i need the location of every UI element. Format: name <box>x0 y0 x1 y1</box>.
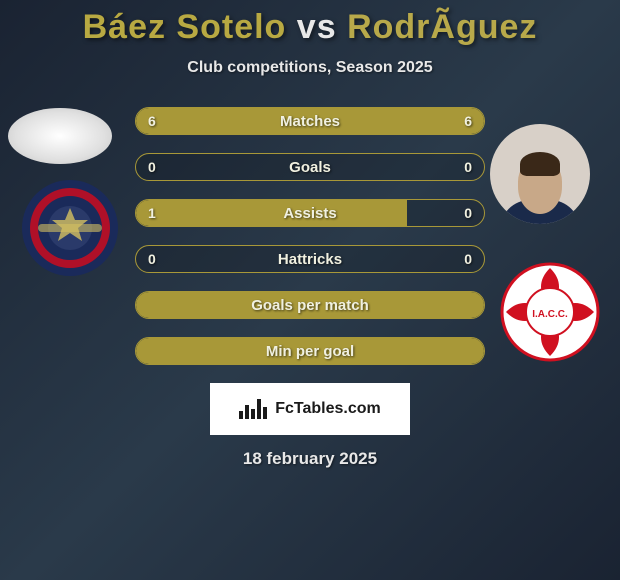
stat-row: 10Assists <box>135 199 485 227</box>
player1-name: Báez Sotelo <box>83 8 287 46</box>
stat-row: 66Matches <box>135 107 485 135</box>
vs-separator: vs <box>297 8 337 46</box>
stat-row: Goals per match <box>135 291 485 319</box>
stat-row: 00Hattricks <box>135 245 485 273</box>
stats-table: 66Matches 00Goals 10Assists 00Hattricks Goal… <box>135 107 485 365</box>
player1-club-badge <box>20 178 120 278</box>
fctables-text: FcTables.com <box>275 400 381 418</box>
stat-label: Hattricks <box>136 246 484 272</box>
stat-label: Goals per match <box>136 292 484 318</box>
comparison-title: Báez Sotelo vs RodrÃ­guez <box>0 0 620 47</box>
club-right-initials: I.A.C.C. <box>532 309 568 320</box>
stat-label: Goals <box>136 154 484 180</box>
fctables-logo-icon <box>239 399 267 419</box>
player2-name: RodrÃ­guez <box>347 8 537 46</box>
comparison-date: 18 february 2025 <box>0 449 620 469</box>
player1-photo <box>8 108 112 164</box>
season-subtitle: Club competitions, Season 2025 <box>0 59 620 77</box>
player2-club-badge: I.A.C.C. <box>500 262 600 362</box>
fctables-branding: FcTables.com <box>210 383 410 435</box>
stat-row: 00Goals <box>135 153 485 181</box>
player2-photo <box>490 124 590 224</box>
stat-row: Min per goal <box>135 337 485 365</box>
stat-label: Min per goal <box>136 338 484 364</box>
stat-label: Assists <box>136 200 484 226</box>
stat-label: Matches <box>136 108 484 134</box>
